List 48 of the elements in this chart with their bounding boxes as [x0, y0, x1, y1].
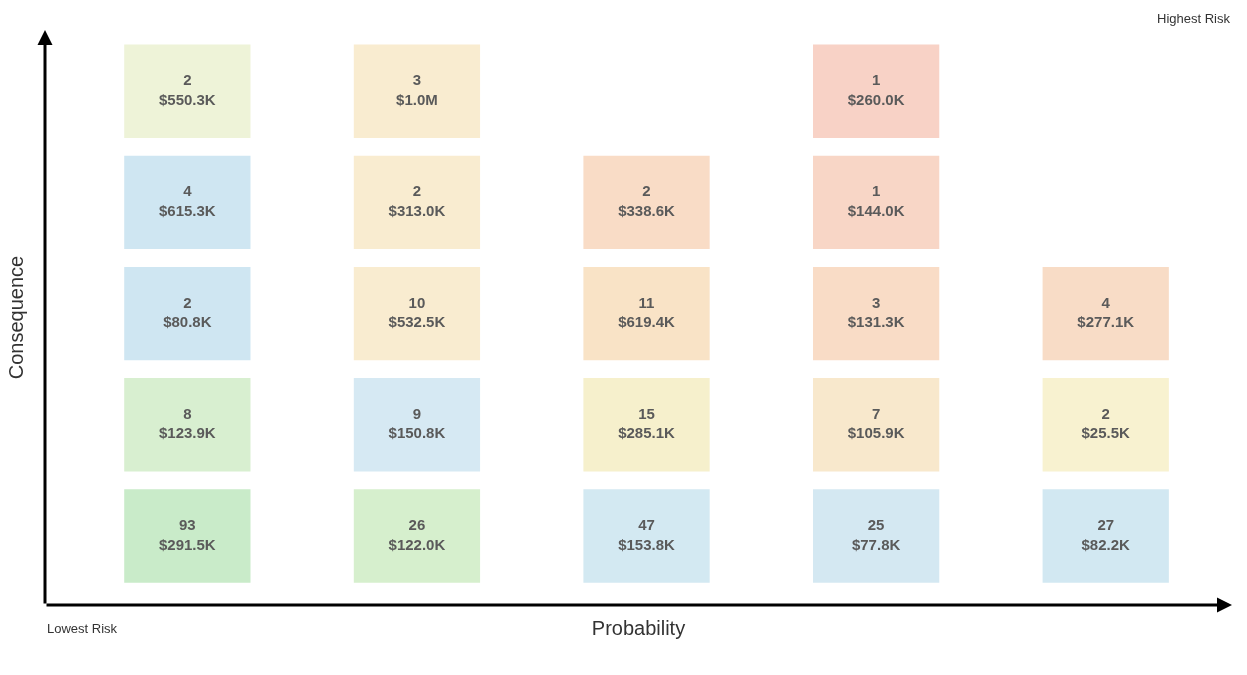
data-label: 9: [412, 404, 422, 422]
annotation: $77.8K: [851, 535, 901, 553]
text: Highest Risk: [1157, 11, 1231, 26]
annotation: $550.3K: [158, 90, 216, 108]
data-label: 4: [1101, 293, 1111, 311]
annotation: $615.3K: [158, 201, 216, 219]
annotation: $25.5K: [1081, 424, 1131, 442]
data-label: 11: [638, 293, 655, 311]
data-label: 8: [183, 404, 192, 422]
annotation: $144.0K: [847, 201, 905, 219]
data-label: 2: [183, 71, 192, 89]
annotation: $291.5K: [158, 535, 216, 553]
data-label: 26: [408, 516, 426, 534]
annotation: $619.4K: [618, 313, 676, 331]
data-label: 27: [1097, 516, 1115, 534]
data-label: 2: [1101, 404, 1110, 422]
data-label: 25: [867, 516, 885, 534]
annotation: $153.8K: [618, 535, 676, 553]
annotation: $82.2K: [1081, 535, 1131, 553]
data-label: 2: [183, 293, 192, 311]
x-axis-title: Probability: [591, 616, 686, 639]
text: Lowest Risk: [47, 621, 118, 636]
y-axis-title: Consequence: [4, 255, 27, 380]
annotation: $313.0K: [388, 201, 446, 219]
data-label: 2: [642, 182, 651, 200]
annotation: $338.6K: [618, 201, 676, 219]
data-label: 3: [871, 293, 881, 311]
data-label: 7: [871, 404, 881, 422]
data-label: 3: [412, 71, 422, 89]
data-label: 15: [638, 404, 655, 422]
annotation: $277.1K: [1077, 313, 1135, 331]
data-label: 1: [871, 182, 881, 200]
data-label: 47: [638, 516, 655, 534]
annotation: $150.8K: [388, 424, 446, 442]
annotation: $1.0M: [396, 90, 438, 108]
annotation: $105.9K: [847, 424, 905, 442]
annotation: $122.0K: [388, 535, 446, 553]
annotation: $260.0K: [847, 90, 905, 108]
data-label: 1: [871, 71, 881, 89]
data-label: 4: [183, 182, 193, 200]
annotation: $123.9K: [158, 424, 216, 442]
annotation: $131.3K: [847, 313, 905, 331]
data-label: 2: [412, 182, 422, 200]
data-label: 10: [408, 293, 426, 311]
annotation: $80.8K: [163, 313, 212, 331]
data-label: 93: [179, 516, 196, 534]
annotation: $285.1K: [618, 424, 676, 442]
annotation: $532.5K: [388, 313, 446, 331]
